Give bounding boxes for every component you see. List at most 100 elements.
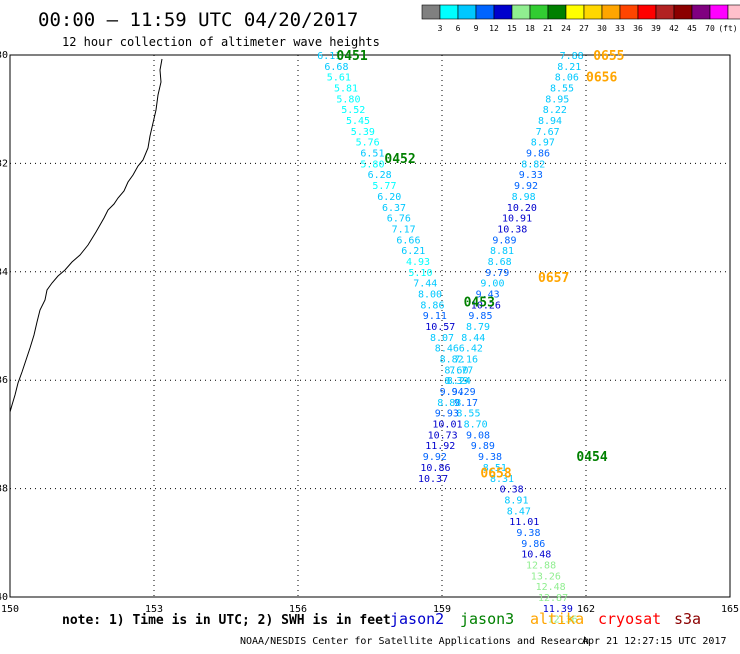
wave-height-value: 10.01 bbox=[432, 420, 462, 431]
color-scale-swatch bbox=[583, 4, 603, 20]
wave-height-value: 9.79 bbox=[485, 268, 509, 279]
wave-height-value: 9.17 bbox=[454, 398, 478, 409]
wave-height-value: 8.46 bbox=[435, 344, 459, 355]
wave-height-value: 5.52 bbox=[341, 105, 365, 116]
wave-height-value: 6.76 bbox=[387, 214, 411, 225]
wave-height-value: 6.21 bbox=[401, 246, 425, 257]
satellite-legend: jason2 jason3 altika cryosat s3a bbox=[390, 610, 701, 628]
wave-height-value: 9.94 bbox=[440, 387, 464, 398]
y-tick-label: -32 bbox=[0, 158, 8, 169]
color-scale-swatch bbox=[547, 4, 567, 20]
wave-height-value: 8.60 bbox=[444, 365, 468, 376]
wave-height-value: 5.61 bbox=[327, 73, 351, 84]
legend-s3a: s3a bbox=[674, 610, 701, 628]
y-tick-label: -30 bbox=[0, 50, 8, 61]
wave-height-value: 8.22 bbox=[543, 105, 567, 116]
wave-height-value: 8.98 bbox=[512, 192, 536, 203]
wave-height-value: 8.06 bbox=[555, 73, 579, 84]
color-scale-swatch bbox=[691, 4, 711, 20]
wave-height-value: 9.38 bbox=[478, 452, 502, 463]
wave-height-value: 8.91 bbox=[504, 495, 528, 506]
wave-height-value: 8.86 bbox=[420, 300, 444, 311]
wave-height-value: 9.89 bbox=[492, 235, 516, 246]
y-tick-label: -40 bbox=[0, 592, 8, 603]
wave-height-value: 8.55 bbox=[550, 84, 574, 95]
wave-height-value: 8.44 bbox=[461, 333, 485, 344]
wave-height-value: 5.45 bbox=[346, 116, 370, 127]
x-tick-label: 153 bbox=[145, 604, 163, 615]
wave-height-value: 8.21 bbox=[557, 62, 581, 73]
color-scale-swatch bbox=[565, 4, 585, 20]
wave-height-value: 7.77 bbox=[449, 365, 473, 376]
wave-height-value: 8.68 bbox=[488, 257, 512, 268]
wave-height-value: 10.57 bbox=[425, 322, 455, 333]
legend-cryosat: cryosat bbox=[598, 610, 661, 628]
color-scale-swatch bbox=[601, 4, 621, 20]
color-scale-label: 3 bbox=[438, 24, 443, 33]
wave-height-value: 9.00 bbox=[480, 279, 504, 290]
color-scale-swatch bbox=[673, 4, 693, 20]
chart-title: 00:00 – 11:59 UTC 04/20/2017 bbox=[38, 9, 358, 31]
wave-height-value: 8.00 bbox=[418, 289, 442, 300]
color-scale-label: 9 bbox=[474, 24, 479, 33]
wave-height-value: 9.92 bbox=[514, 181, 538, 192]
wave-height-value: 13.26 bbox=[531, 571, 561, 582]
wave-height-value: 4.93 bbox=[406, 257, 430, 268]
wave-height-value: 10.26 bbox=[471, 300, 501, 311]
wave-height-value: 12.87 bbox=[538, 593, 568, 604]
pass-time-label: 0656 bbox=[586, 71, 617, 86]
wave-height-value: 9.43 bbox=[476, 289, 500, 300]
color-scale-swatch bbox=[529, 4, 549, 20]
wave-height-value: 7.67 bbox=[536, 127, 560, 138]
color-scale-label: 42 bbox=[669, 24, 679, 33]
color-scale-label: 24 bbox=[561, 24, 571, 33]
wave-height-value: 5.81 bbox=[334, 84, 358, 95]
wave-height-value: 12.48 bbox=[536, 582, 566, 593]
color-scale-label: 39 bbox=[651, 24, 661, 33]
wave-height-value: 7.17 bbox=[392, 224, 416, 235]
wave-height-value: 6.11 bbox=[317, 51, 341, 62]
wave-height-value: 10.37 bbox=[418, 474, 448, 485]
color-scale-swatch bbox=[439, 4, 459, 20]
wave-height-value: 9.29 bbox=[452, 387, 476, 398]
pass-time-label: 0452 bbox=[384, 152, 415, 167]
footer-timestamp: Apr 21 12:27:15 UTC 2017 bbox=[582, 636, 727, 647]
color-scale-swatch bbox=[511, 4, 531, 20]
pass-time-label: 0451 bbox=[336, 49, 367, 64]
pass-time-label: 0453 bbox=[464, 296, 495, 311]
wave-height-value: 10.20 bbox=[507, 203, 537, 214]
wave-height-value: 5.39 bbox=[351, 127, 375, 138]
wave-height-value: 8.88 bbox=[437, 398, 461, 409]
wave-height-value: 10.73 bbox=[428, 430, 458, 441]
wave-height-value: 6.28 bbox=[368, 170, 392, 181]
color-scale-label: 33 bbox=[615, 24, 625, 33]
color-scale-label: (ft) bbox=[718, 24, 737, 33]
wave-height-value: 12.88 bbox=[526, 560, 556, 571]
wave-height-value: 11.92 bbox=[425, 441, 455, 452]
plot-area: 150 153 156 159 162 165 -30 -32 -34 -36 -38 -40 6.1… bbox=[0, 49, 739, 626]
pass-time-label: 0454 bbox=[576, 450, 607, 465]
wave-height-value: 8.95 bbox=[545, 94, 569, 105]
wave-height-value: 9.85 bbox=[468, 311, 492, 322]
wave-height-value: 9.33 bbox=[519, 170, 543, 181]
wave-height-value: 9.38 bbox=[516, 528, 540, 539]
color-scale-label: 30 bbox=[597, 24, 607, 33]
legend-altika: altika bbox=[530, 610, 584, 628]
pass-labels: 0451 0452 0453 0454 0655 0656 0657 0658 bbox=[336, 49, 624, 481]
wave-height-value: 5.77 bbox=[372, 181, 396, 192]
wave-height-value: 8.31 bbox=[490, 474, 514, 485]
color-scale-swatch bbox=[709, 4, 729, 20]
wave-height-value: 9.86 bbox=[521, 539, 545, 550]
wave-height-value: 12.36 bbox=[548, 615, 578, 626]
x-tick-label: 156 bbox=[289, 604, 307, 615]
coastline bbox=[9, 58, 163, 413]
wave-height-value: 9.89 bbox=[471, 441, 495, 452]
grid-lines bbox=[10, 55, 730, 597]
wave-height-value: 9.93 bbox=[435, 409, 459, 420]
footer-credit: NOAA/NESDIS Center for Satellite Applica… bbox=[240, 636, 589, 647]
wave-height-value: 9.11 bbox=[423, 311, 447, 322]
wave-height-value: 6.51 bbox=[360, 149, 384, 160]
footer-note: note: 1) Time is in UTC; 2) SWH is in fe… bbox=[62, 613, 391, 628]
color-scale-label: 27 bbox=[579, 24, 589, 33]
color-scale-label: 21 bbox=[543, 24, 553, 33]
